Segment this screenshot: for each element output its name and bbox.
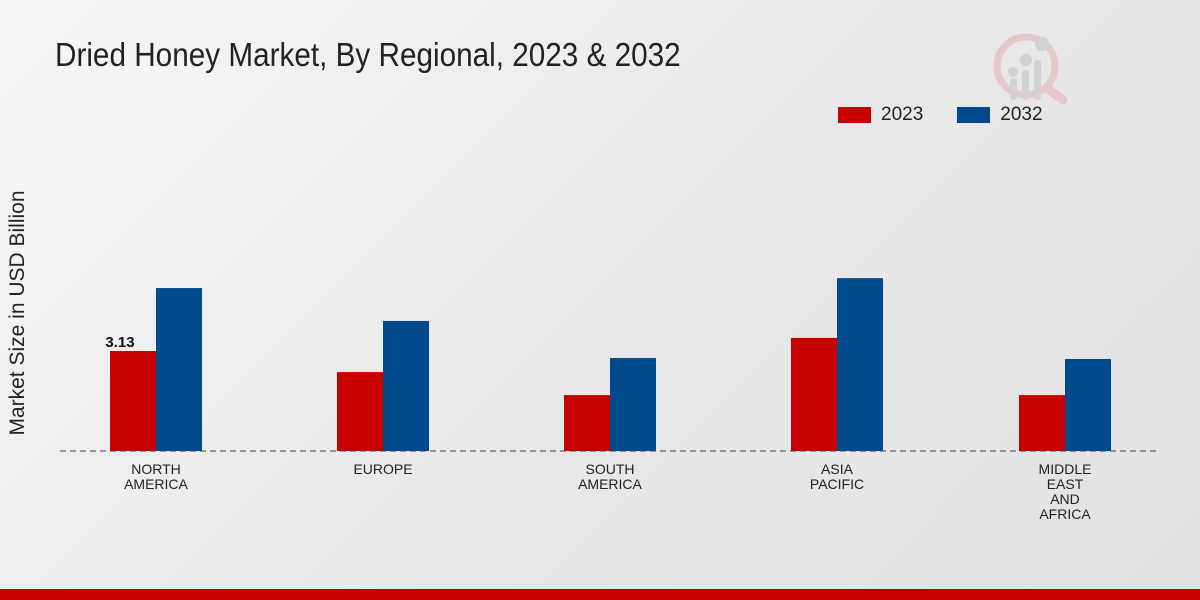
bar-2032-1 xyxy=(383,320,429,451)
legend-swatch-2032 xyxy=(957,107,991,123)
data-label-0: 3.13 xyxy=(105,334,134,351)
x-tick-label-1: EUROPE xyxy=(353,461,412,477)
chart-title: Dried Honey Market, By Regional, 2023 & … xyxy=(55,36,681,73)
bar-2032-4 xyxy=(1065,358,1111,451)
x-tick-label-3: PACIFIC xyxy=(810,476,864,492)
footer-bar xyxy=(0,589,1200,600)
bar-2023-2 xyxy=(564,395,610,451)
legend-label-2032: 2032 xyxy=(1000,104,1043,125)
bar-2023-0 xyxy=(110,351,156,451)
bar-2023-3 xyxy=(791,337,837,451)
watermark-logo-icon xyxy=(993,33,1068,105)
legend-label-2023: 2023 xyxy=(881,104,924,125)
x-tick-label-2: SOUTH xyxy=(586,461,635,477)
x-tick-label-4: AND xyxy=(1050,491,1080,507)
bar-2032-2 xyxy=(610,358,656,451)
bar-2032-3 xyxy=(837,278,883,451)
x-tick-label-4: MIDDLE xyxy=(1039,461,1092,477)
bar-2023-1 xyxy=(337,372,383,451)
x-tick-label-4: EAST xyxy=(1047,476,1084,492)
legend-swatch-2023 xyxy=(838,107,871,123)
legend-item-2023[interactable]: 2023 xyxy=(838,104,923,126)
bar-2023-4 xyxy=(1019,395,1065,451)
x-tick-label-4: AFRICA xyxy=(1039,506,1091,522)
x-tick-label-3: ASIA xyxy=(821,461,854,477)
x-tick-label-0: AMERICA xyxy=(124,476,188,492)
legend: 2023 2032 xyxy=(838,104,1043,126)
legend-item-2032[interactable]: 2032 xyxy=(957,104,1043,126)
bar-2032-0 xyxy=(156,288,202,451)
x-tick-label-0: NORTH xyxy=(131,461,181,477)
x-tick-label-2: AMERICA xyxy=(578,476,642,492)
